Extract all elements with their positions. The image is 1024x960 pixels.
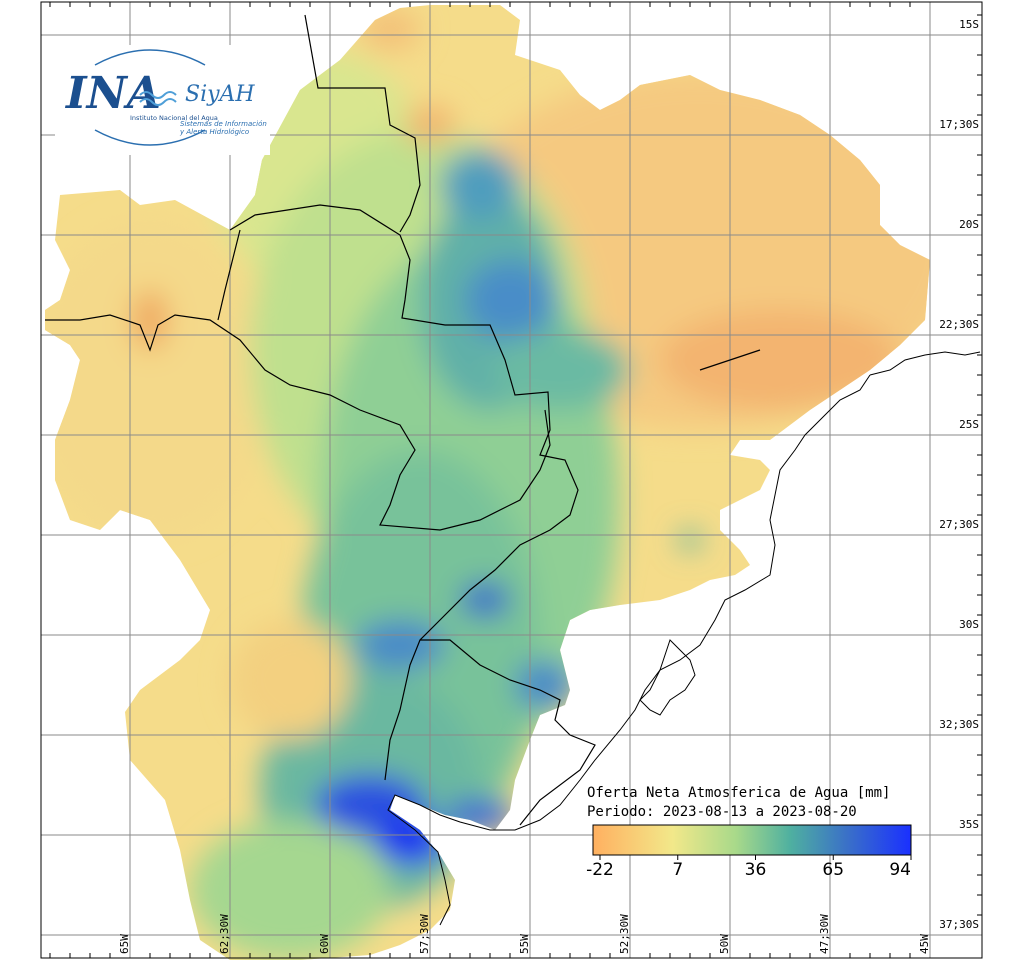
coastline [387, 351, 981, 926]
colorbar-gradient [592, 824, 912, 856]
longitude-label: 60W [318, 934, 331, 954]
longitude-label: 65W [118, 934, 131, 954]
colorbar-tick-label: -22 [586, 860, 614, 880]
colorbar: -22 7 36 65 94 [586, 824, 912, 880]
logo-siyah-text: SiyAH [185, 82, 255, 107]
longitude-label: 47;30W [818, 914, 831, 954]
latitude-label: 27;30S [939, 518, 979, 531]
latitude-label: 30S [959, 618, 979, 631]
latitude-label: 17;30S [939, 118, 979, 131]
longitude-label: 62;30W [218, 914, 231, 954]
logo-system-line2: y Alerta Hidrológico [179, 128, 249, 136]
longitude-label: 50W [718, 934, 731, 954]
colorbar-tick-label: 7 [672, 860, 683, 880]
latitude-label: 20S [959, 218, 979, 231]
latitude-label: 35S [959, 818, 979, 831]
longitude-label: 52;30W [618, 914, 631, 954]
latitude-label: 15S [959, 18, 979, 31]
logo-system-line1: Sistemas de Información [180, 120, 267, 128]
latitude-label: 32;30S [939, 718, 979, 731]
country-borders [45, 14, 761, 826]
map-frame [40, 1, 983, 959]
colorbar-tick-label: 36 [745, 860, 767, 880]
longitude-label: 45W [918, 934, 931, 954]
logo-ina-text: INA [64, 68, 161, 119]
latitude-label: 37;30S [939, 918, 979, 931]
logo-institute-text: Instituto Nacional del Agua [130, 114, 218, 122]
longitude-labels: 65W 62;30W 60W 57;30W 55W 52;30W 50W 47;30W 45W [118, 914, 931, 954]
latitude-labels: 15S 17;30S 20S 22;30S 25S 27;30S 30S 32;30S 35S 3… [939, 18, 979, 931]
ina-siyah-logo: INA SiyAH Instituto Nacional del Agua Si… [55, 45, 270, 155]
longitude-label: 57;30W [418, 914, 431, 954]
longitude-label: 55W [518, 934, 531, 954]
latitude-label: 22;30S [939, 318, 979, 331]
title-line1: Oferta Neta Atmosferica de Agua [mm] [587, 785, 890, 801]
map-title: Oferta Neta Atmosferica de Agua [mm] Per… [587, 785, 890, 820]
colorbar-tick-label: 94 [889, 860, 911, 880]
colorbar-tick-label: 65 [822, 860, 844, 880]
title-line2: Periodo: 2023-08-13 a 2023-08-20 [587, 804, 857, 820]
colorbar-ticks: -22 7 36 65 94 [586, 855, 912, 880]
latitude-label: 25S [959, 418, 979, 431]
graticule-grid [41, 2, 982, 958]
